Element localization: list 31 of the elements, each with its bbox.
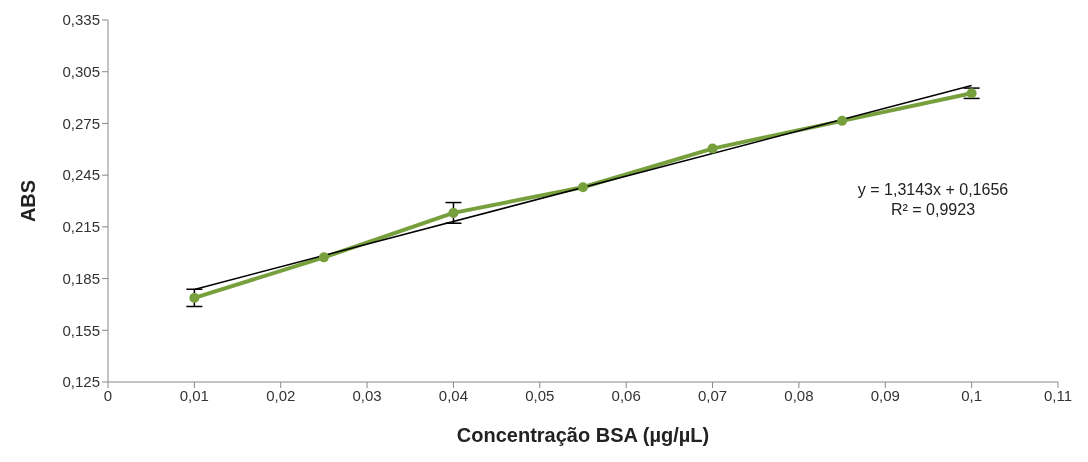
point <box>448 207 459 218</box>
annotation: R² = 0,9923 <box>889 200 977 220</box>
x-tick-label: 0,11 <box>1043 386 1073 404</box>
x-tick-label: 0,03 <box>352 386 382 404</box>
y-tick-label: 0,335 <box>62 11 100 29</box>
x-tick-label: 0,06 <box>611 386 641 404</box>
y-axis-title: ABS <box>17 179 40 223</box>
annotation: y = 1,3143x + 0,1656 <box>856 180 1010 200</box>
point <box>318 252 329 263</box>
point <box>966 88 977 99</box>
y-tick-label: 0,155 <box>62 321 100 339</box>
x-tick-label: 0,02 <box>266 386 296 404</box>
x-axis-title: Concentração BSA (µg/µL) <box>456 424 710 446</box>
point <box>578 182 588 193</box>
y-tick-label: 0,245 <box>62 166 100 184</box>
y-tick-label: 0,185 <box>62 269 100 287</box>
x-tick-label: 0,04 <box>438 386 469 404</box>
point <box>189 292 200 303</box>
x-tick-label: 0,09 <box>870 386 900 404</box>
y-tick-label: 0,215 <box>62 218 100 236</box>
y-tick-label: 0,305 <box>62 63 100 81</box>
x-tick-label: 0,1 <box>961 386 983 404</box>
x-tick-label: 0,05 <box>525 386 555 404</box>
y-tick-label: 0,125 <box>62 373 100 391</box>
point <box>707 143 718 154</box>
x-tick-label: 0,01 <box>179 386 209 404</box>
x-tick-label: 0,08 <box>784 386 814 404</box>
point <box>837 115 848 126</box>
x-tick-label: 0 <box>103 386 113 404</box>
y-tick-label: 0,275 <box>62 114 100 132</box>
x-tick-label: 0,07 <box>697 386 728 404</box>
